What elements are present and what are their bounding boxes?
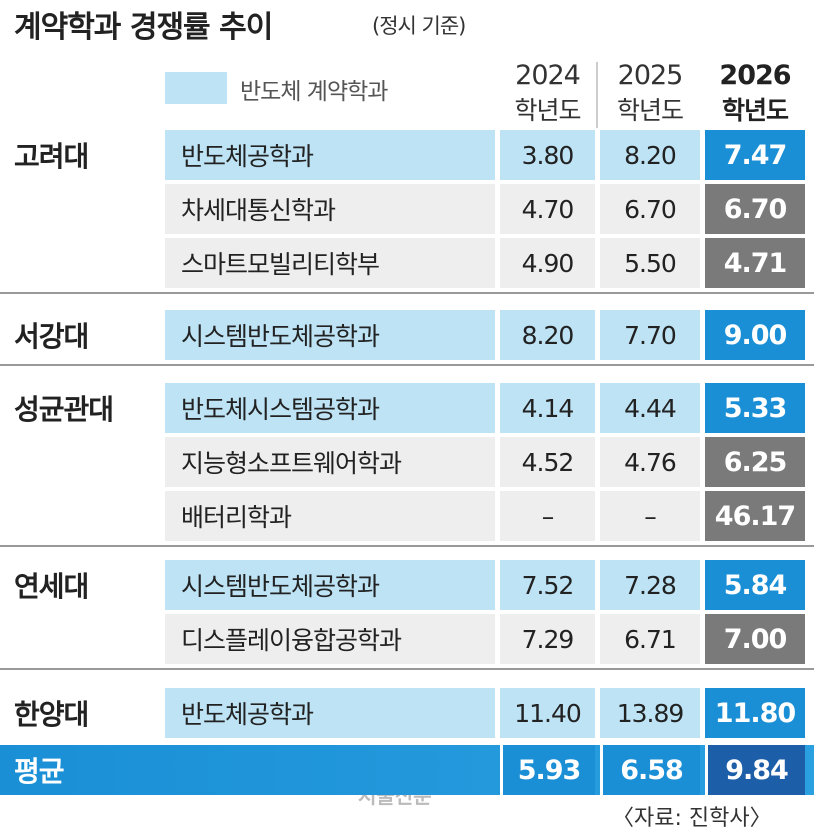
rate: 11.40 (500, 688, 595, 738)
rate: 4.70 (500, 184, 595, 234)
average-rate: 5.93 (500, 745, 595, 795)
legend-label: 반도체 계약학과 (240, 79, 388, 105)
rate: 46.17 (705, 491, 805, 541)
department: 지능형소프트웨어학과 (165, 437, 495, 487)
rate: 4.71 (705, 238, 805, 288)
department: 반도체공학과 (165, 130, 495, 180)
subtitle: (정시 기준) (372, 14, 466, 38)
rate: 3.80 (500, 130, 595, 180)
rate: 4.90 (500, 238, 595, 288)
column-year: 2026 (719, 59, 791, 91)
column-label: 학년도 (514, 96, 581, 125)
rate: 6.70 (705, 184, 805, 234)
rate: 9.00 (705, 310, 805, 360)
rate: 7.00 (705, 614, 805, 664)
university: 연세대 (14, 570, 89, 603)
university: 성균관대 (14, 393, 114, 426)
average-rate: 6.58 (600, 745, 700, 795)
department: 스마트모빌리티학부 (165, 238, 495, 288)
column-label: 학년도 (616, 96, 684, 125)
group-separator (0, 668, 814, 670)
rate: 6.71 (600, 614, 700, 664)
university: 고려대 (14, 140, 89, 173)
rate: 5.84 (705, 560, 805, 610)
department: 배터리학과 (165, 491, 495, 541)
rate: – (500, 491, 595, 541)
rate: 4.76 (600, 437, 700, 487)
rate: 8.20 (600, 130, 700, 180)
rate: – (600, 491, 700, 541)
header-divider (596, 62, 598, 128)
university: 한양대 (14, 698, 89, 731)
title: 계약학과 경쟁률 추이 (14, 10, 273, 45)
column-year: 2024 (515, 59, 581, 91)
group-separator (0, 364, 814, 366)
department: 시스템반도체공학과 (165, 310, 495, 360)
rate: 5.33 (705, 383, 805, 433)
department: 반도체시스템공학과 (165, 383, 495, 433)
rate: 7.29 (500, 614, 595, 664)
rate: 8.20 (500, 310, 595, 360)
rate: 13.89 (600, 688, 700, 738)
rate: 6.70 (600, 184, 700, 234)
department: 시스템반도체공학과 (165, 560, 495, 610)
rate: 6.25 (705, 437, 805, 487)
department: 반도체공학과 (165, 688, 495, 738)
legend-swatch (165, 72, 227, 104)
rate: 5.50 (600, 238, 700, 288)
rate: 7.28 (600, 560, 700, 610)
department: 디스플레이융합공학과 (165, 614, 495, 664)
rate: 4.52 (500, 437, 595, 487)
department: 차세대통신학과 (165, 184, 495, 234)
rate: 7.70 (600, 310, 700, 360)
column-label: 학년도 (721, 96, 789, 125)
university: 서강대 (14, 320, 89, 353)
group-separator (0, 545, 814, 547)
source: 〈자료: 진학사〉 (612, 806, 772, 831)
average-rate: 9.84 (705, 745, 805, 795)
average-label: 평균 (14, 755, 65, 788)
rate: 11.80 (705, 688, 805, 738)
rate: 4.44 (600, 383, 700, 433)
rate: 4.14 (500, 383, 595, 433)
column-year: 2025 (617, 59, 684, 91)
rate: 7.52 (500, 560, 595, 610)
rate: 7.47 (705, 130, 805, 180)
group-separator (0, 292, 814, 294)
